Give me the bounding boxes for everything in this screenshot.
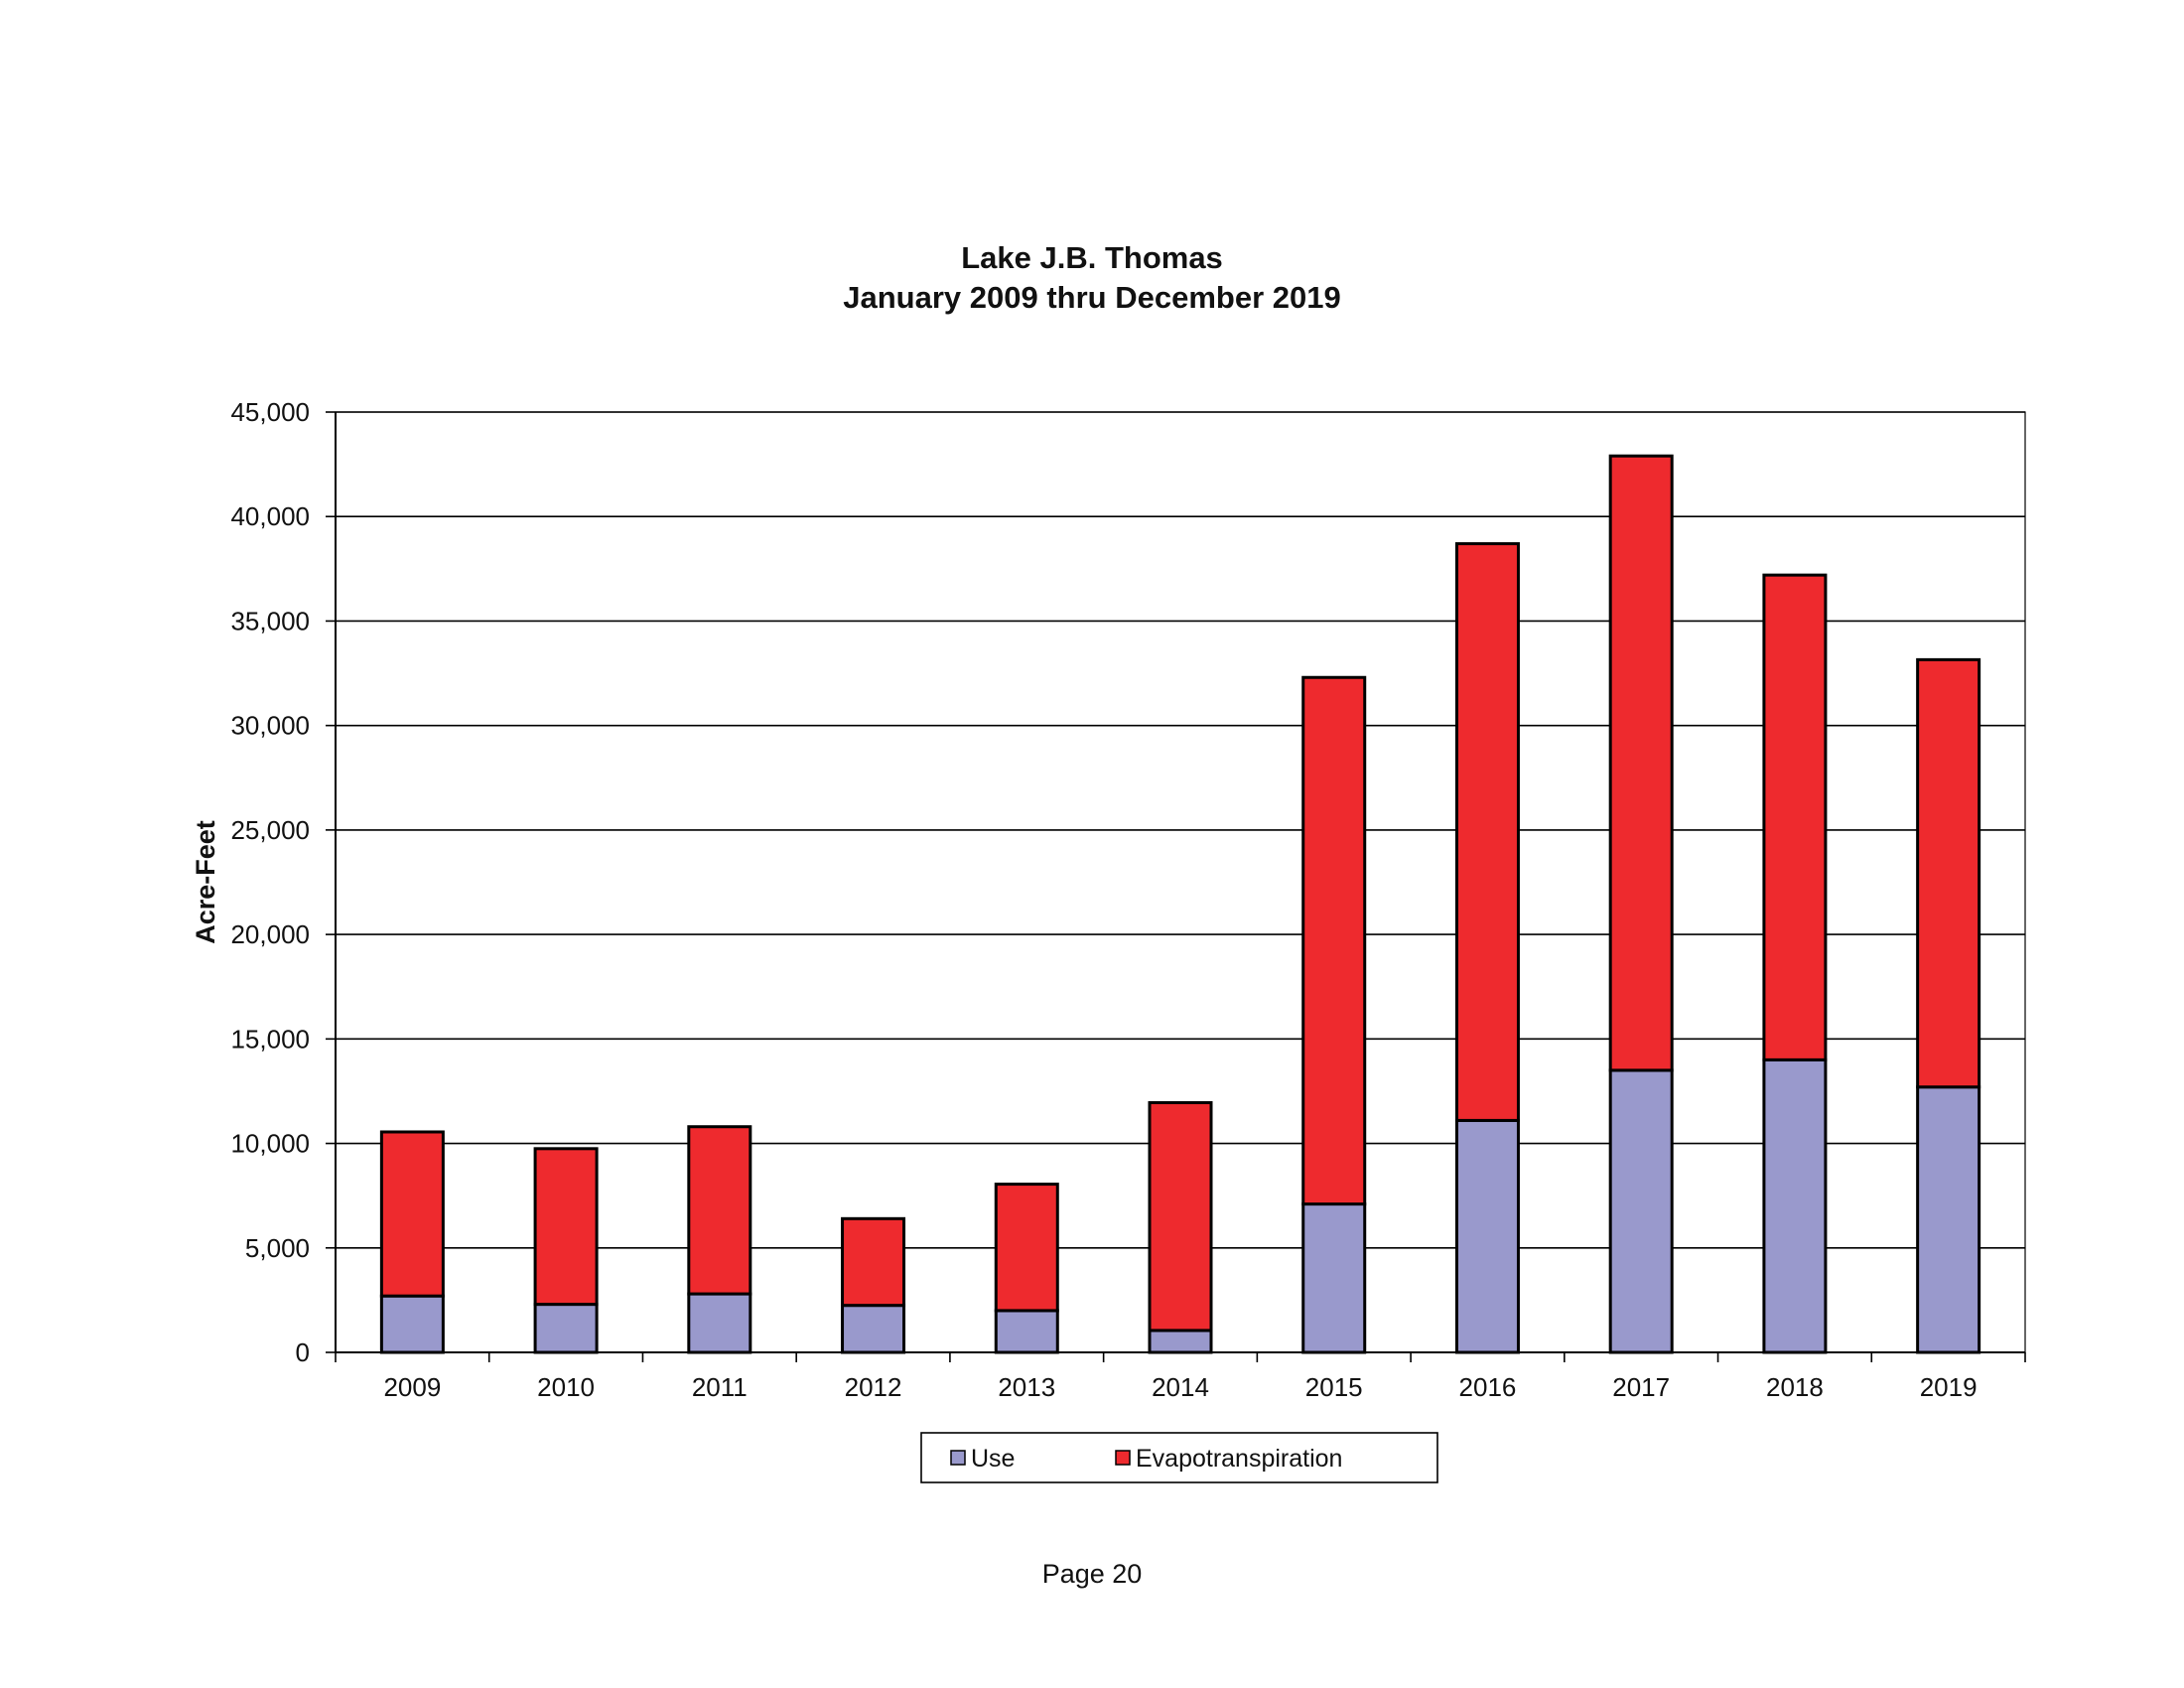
bar-use-2017 <box>1608 1068 1674 1354</box>
x-tick-label: 2014 <box>1152 1372 1209 1402</box>
legend-label-evapotranspiration: Evapotranspiration <box>1136 1445 1342 1473</box>
bar-use-2011 <box>687 1292 752 1354</box>
x-tick-label: 2016 <box>1459 1372 1517 1402</box>
y-tick-label: 30,000 <box>230 711 310 741</box>
y-tick-label: 0 <box>296 1337 310 1367</box>
bar-use-2009 <box>379 1294 445 1354</box>
bar-evapotranspiration-2013 <box>994 1183 1059 1313</box>
bar-use-2012 <box>841 1304 906 1354</box>
bar-evapotranspiration-2010 <box>533 1147 599 1307</box>
y-tick-label: 5,000 <box>245 1233 310 1263</box>
y-tick-label: 10,000 <box>230 1129 310 1159</box>
x-tick-label: 2015 <box>1305 1372 1363 1402</box>
legend-box <box>920 1432 1438 1483</box>
x-tick-label: 2018 <box>1766 1372 1824 1402</box>
bar-use-2018 <box>1762 1057 1828 1354</box>
bar-evapotranspiration-2015 <box>1301 675 1367 1206</box>
bar-evapotranspiration-2017 <box>1608 454 1674 1072</box>
y-tick-label: 20,000 <box>230 919 310 949</box>
page-number: Page 20 <box>1041 1559 1143 1589</box>
bar-use-2014 <box>1148 1329 1213 1354</box>
bar-evapotranspiration-2018 <box>1762 573 1828 1061</box>
x-tick-label: 2010 <box>537 1372 595 1402</box>
legend-label-use: Use <box>971 1445 1015 1473</box>
bar-use-2016 <box>1454 1118 1520 1354</box>
bar-use-2019 <box>1916 1085 1981 1354</box>
bar-use-2015 <box>1301 1202 1367 1354</box>
bar-evapotranspiration-2014 <box>1148 1101 1213 1333</box>
bar-evapotranspiration-2009 <box>379 1130 445 1298</box>
legend-swatch-use <box>950 1450 966 1466</box>
chart-subtitle: January 2009 thru December 2019 <box>843 280 1341 315</box>
y-tick-label: 15,000 <box>230 1024 310 1054</box>
x-tick-label: 2011 <box>692 1372 748 1402</box>
y-tick-label: 35,000 <box>230 606 310 635</box>
legend-swatch-evapotranspiration <box>1115 1450 1131 1466</box>
x-tick-label: 2013 <box>998 1372 1055 1402</box>
chart-title: Lake J.B. Thomas <box>961 240 1223 275</box>
y-tick-label: 25,000 <box>230 815 310 845</box>
bar-evapotranspiration-2016 <box>1454 542 1520 1122</box>
x-tick-label: 2012 <box>845 1372 902 1402</box>
chart-title-block: Lake J.B. Thomas January 2009 thru Decem… <box>0 238 2184 318</box>
x-tick-label: 2017 <box>1612 1372 1670 1402</box>
bar-evapotranspiration-2012 <box>841 1216 906 1308</box>
bar-evapotranspiration-2019 <box>1916 657 1981 1089</box>
bar-evapotranspiration-2011 <box>687 1125 752 1296</box>
x-tick-label: 2019 <box>1920 1372 1978 1402</box>
y-tick-label: 45,000 <box>230 397 310 427</box>
y-tick-label: 40,000 <box>230 501 310 531</box>
y-axis-label: Acre-Feet <box>191 820 220 944</box>
x-tick-label: 2009 <box>383 1372 441 1402</box>
bar-use-2010 <box>533 1303 599 1354</box>
bar-use-2013 <box>994 1309 1059 1354</box>
